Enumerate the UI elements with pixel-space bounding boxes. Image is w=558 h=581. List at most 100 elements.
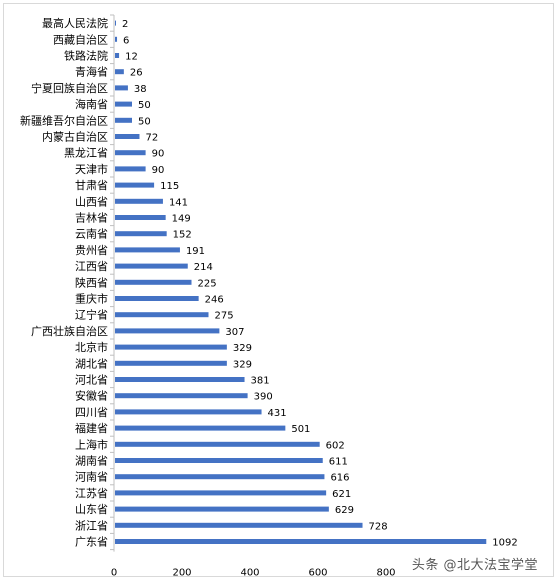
value-label: 390 [254,392,273,403]
value-label: 38 [134,84,147,95]
category-label: 海南省 [75,97,108,111]
category-label: 最高人民法院 [42,16,108,30]
category-label: 河南省 [75,471,108,484]
bar [115,441,320,447]
category-label: 浙江省 [75,519,108,532]
value-label: 214 [194,262,213,273]
bar [115,506,329,512]
bar [115,247,180,253]
category-label: 云南省 [75,228,108,241]
category-label: 重庆市 [75,292,108,306]
bar [115,263,188,269]
value-label: 501 [291,424,310,435]
value-label: 72 [145,133,158,144]
bar [115,474,325,480]
value-label: 381 [251,376,270,387]
bar [115,279,192,285]
category-label: 安徽省 [75,389,108,403]
category-label: 陕西省 [75,275,108,289]
category-label: 新疆维吾尔自治区 [20,113,108,127]
value-label: 50 [138,100,151,111]
value-label: 431 [268,408,287,419]
value-label: 152 [173,230,192,241]
bar [115,150,146,156]
bar [115,393,248,399]
x-tick-label: 600 [308,568,327,578]
category-label: 宁夏回族自治区 [31,81,108,95]
watermark-text: 头条 @北大法宝学堂 [411,558,538,573]
value-label: 611 [329,457,348,468]
bar [115,425,286,431]
value-label: 602 [326,440,345,451]
value-label: 90 [152,165,165,176]
x-tick-label: 0 [111,568,117,578]
bar [115,522,363,528]
value-label: 246 [205,295,224,306]
category-label: 河北省 [75,374,108,387]
value-label: 225 [198,278,217,289]
bar [115,166,146,172]
category-label: 江苏省 [75,487,108,500]
value-label: 1092 [492,538,517,549]
bar [115,36,118,42]
bar [115,53,120,58]
category-label: 黑龙江省 [64,147,108,160]
bar [115,85,128,91]
bar [115,20,116,26]
category-label: 广西壮族自治区 [31,324,108,338]
category-label: 甘肃省 [75,179,108,192]
bar [115,198,163,204]
bar [115,296,199,301]
bar [115,344,227,350]
category-label: 湖北省 [75,357,108,370]
bar [115,539,487,544]
value-label: 191 [186,246,205,257]
value-label: 728 [369,521,388,532]
bar-chart: 最高人民法院 2 西藏自治区 6 铁路法院 12 青海省 26 宁夏回族自治区 38 海南省 50 新疆… [20,14,518,578]
category-label: 贵州省 [75,244,108,257]
bar [115,101,132,107]
category-label: 天津市 [75,162,108,176]
category-label: 四川省 [75,406,108,419]
value-label: 2 [122,19,128,30]
category-label: 吉林省 [75,211,108,225]
category-label: 青海省 [75,65,108,79]
category-label: 辽宁省 [75,308,108,322]
value-label: 50 [138,116,151,127]
value-label: 329 [233,359,252,370]
category-label: 广东省 [75,536,108,549]
bar [115,409,262,415]
bar [115,117,132,123]
value-label: 26 [130,68,143,79]
category-label: 山西省 [75,195,108,208]
value-label: 621 [332,489,351,500]
bar [115,182,155,188]
value-label: 12 [125,52,138,63]
bar [115,360,227,366]
bar [115,215,166,220]
value-label: 115 [160,181,179,192]
category-label: 铁路法院 [64,49,108,63]
category-label: 山东省 [75,503,108,516]
category-label: 上海市 [75,437,108,451]
category-label: 江西省 [75,260,108,273]
category-label: 内蒙古自治区 [42,130,108,144]
bar [115,134,140,139]
chart-frame: 最高人民法院 2 西藏自治区 6 铁路法院 12 青海省 26 宁夏回族自治区 38 海南省 50 新疆… [3,3,554,578]
value-label: 307 [225,327,244,338]
category-label: 西藏自治区 [53,32,108,46]
value-label: 275 [215,311,234,322]
bar [115,328,220,334]
bar [115,490,327,496]
bar [115,312,209,318]
x-tick-label: 200 [172,568,191,578]
category-label: 北京市 [75,340,108,354]
value-label: 6 [123,35,129,46]
category-label: 福建省 [75,421,108,435]
x-tick-label: 800 [376,568,395,578]
value-label: 616 [330,473,349,484]
x-tick-label: 400 [240,568,259,578]
bar [115,69,124,75]
value-label: 329 [233,343,252,354]
bar [115,231,167,237]
